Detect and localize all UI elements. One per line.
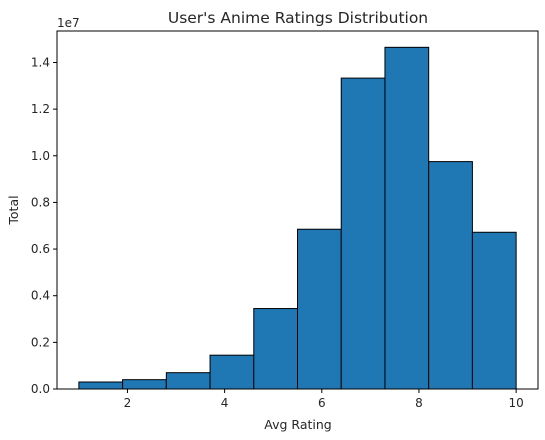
histogram-bar [471,231,517,390]
y-offset-label: 1e7 [57,16,80,30]
bars-group [78,46,517,390]
histogram-bar [428,161,473,390]
y-tick-label: 0.0 [31,382,50,396]
y-tick-label: 0.2 [31,335,50,349]
x-tick-label: 8 [415,396,423,410]
y-tick-label: 0.4 [31,289,50,303]
y-tick-label: 1.2 [31,102,50,116]
histogram-bar [297,228,342,390]
x-tick-label: 4 [221,396,229,410]
histogram-bar [340,77,386,390]
histogram-bar [165,372,211,390]
y-tick-label: 1.4 [31,55,50,69]
y-tick-label: 0.8 [31,195,50,209]
histogram-bar [253,308,298,390]
x-tick-label: 6 [318,396,326,410]
y-tick-label: 1.0 [31,149,50,163]
histogram-bar [209,354,255,390]
histogram-bar [122,379,167,390]
y-axis-label: Total [6,195,21,225]
x-tick-label: 10 [508,396,523,410]
plot-frame [56,30,539,390]
histogram-bar [78,381,124,390]
histogram-bar [384,46,430,390]
x-axis-label: Avg Rating [264,417,331,432]
x-axis: 2 4 6 8 10 [124,389,524,410]
chart-title: User's Anime Ratings Distribution [168,9,428,27]
x-tick-label: 2 [124,396,132,410]
y-axis: 0.0 0.2 0.4 0.6 0.8 1.0 1.2 1.4 [31,55,57,396]
y-tick-label: 0.6 [31,242,50,256]
